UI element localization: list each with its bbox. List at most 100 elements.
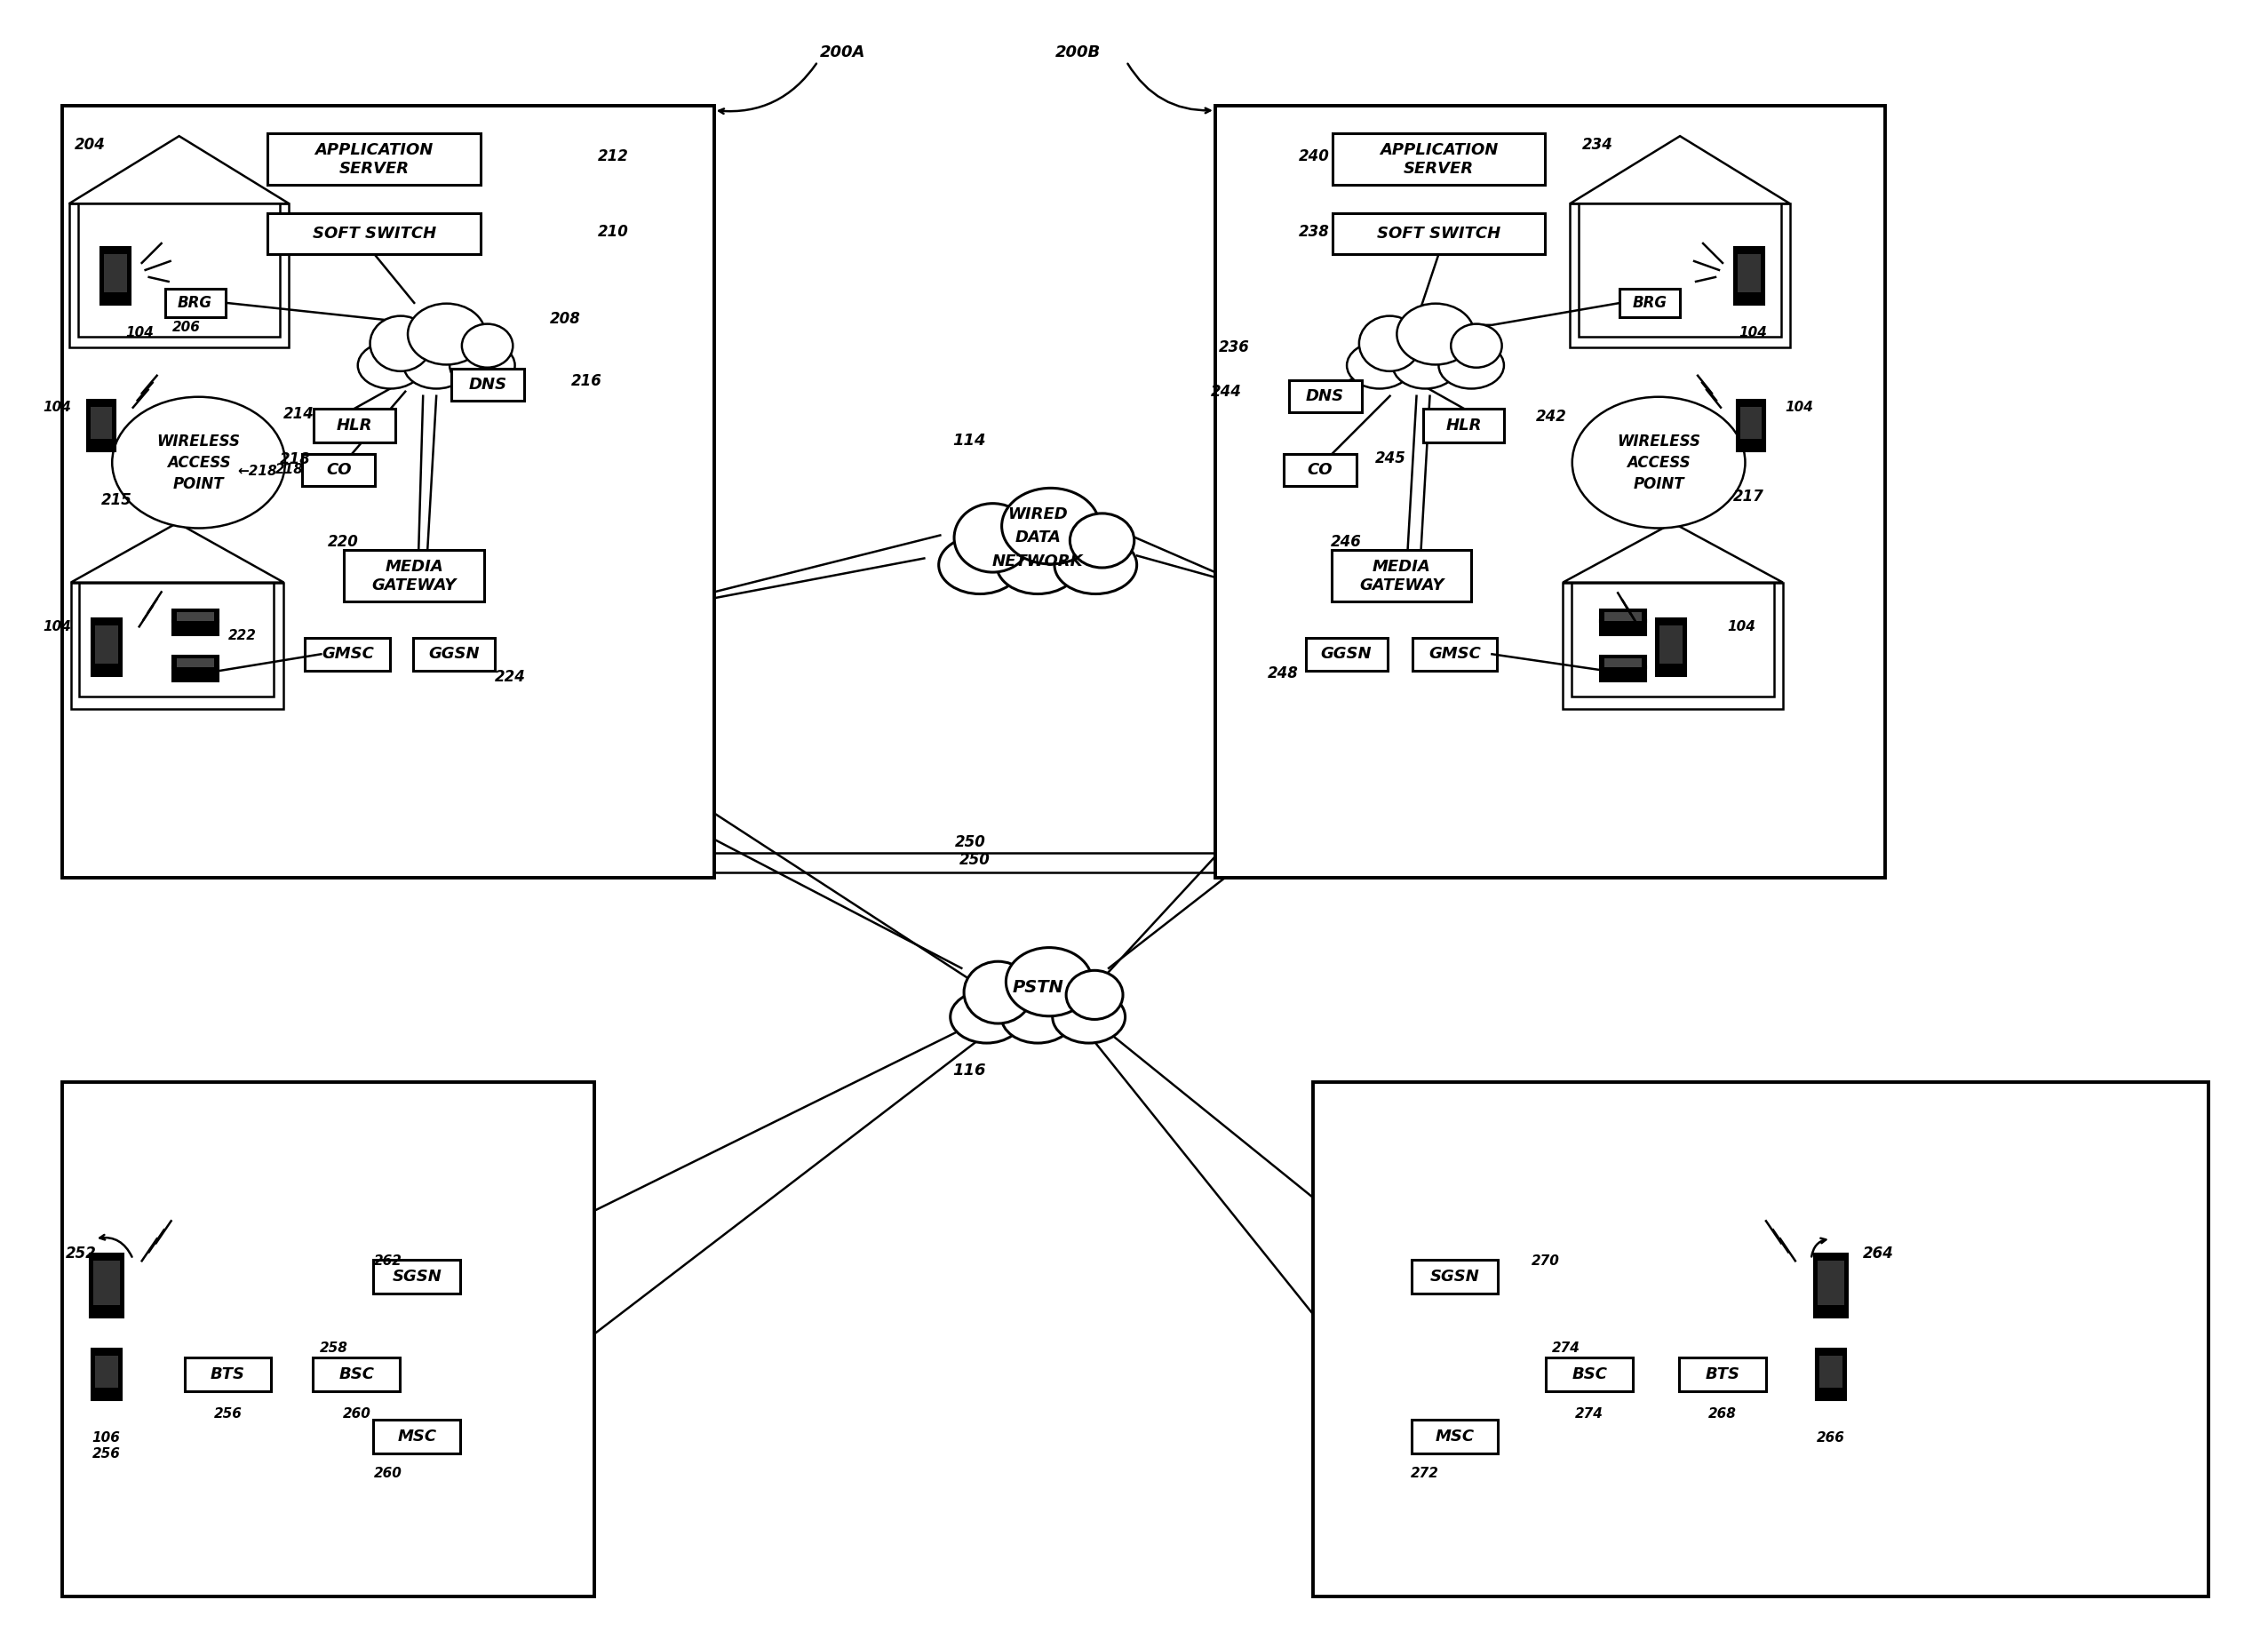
Text: 212: 212 <box>599 148 628 165</box>
Bar <box>1601 666 1647 681</box>
Text: HLR: HLR <box>336 417 372 433</box>
Text: 258: 258 <box>320 1341 347 1355</box>
Text: GGSN: GGSN <box>1320 646 1372 662</box>
Text: SGSN: SGSN <box>1429 1269 1479 1285</box>
Text: POINT: POINT <box>1633 476 1685 491</box>
Bar <box>1331 550 1472 602</box>
Bar <box>172 656 218 669</box>
Text: 104: 104 <box>43 620 70 633</box>
Polygon shape <box>70 522 284 582</box>
Ellipse shape <box>1393 343 1458 389</box>
Text: BSC: BSC <box>1572 1366 1608 1383</box>
Bar <box>91 618 122 676</box>
Ellipse shape <box>964 961 1032 1023</box>
Text: 260: 260 <box>374 1467 404 1480</box>
Text: CO: CO <box>327 461 352 478</box>
Bar <box>177 658 213 667</box>
Ellipse shape <box>1070 514 1134 567</box>
Text: ACCESS: ACCESS <box>1626 455 1690 471</box>
Text: WIRELESS: WIRELESS <box>1617 433 1701 450</box>
Ellipse shape <box>1347 343 1413 389</box>
Text: SGSN: SGSN <box>392 1269 442 1285</box>
Text: 214: 214 <box>284 405 313 422</box>
Text: 222: 222 <box>227 630 256 643</box>
Ellipse shape <box>404 343 469 389</box>
Text: BRG: BRG <box>1633 295 1667 311</box>
Bar <box>1331 133 1545 185</box>
Ellipse shape <box>1438 343 1504 389</box>
Bar <box>1569 204 1789 348</box>
Text: 260: 260 <box>342 1407 370 1421</box>
Text: 224: 224 <box>494 669 526 686</box>
Text: POINT: POINT <box>172 476 225 491</box>
Bar <box>61 1081 594 1597</box>
Bar <box>1737 399 1765 452</box>
Ellipse shape <box>463 325 513 368</box>
Text: APPLICATION
SERVER: APPLICATION SERVER <box>315 142 433 176</box>
Text: 114: 114 <box>953 432 987 448</box>
Ellipse shape <box>955 503 1032 572</box>
Ellipse shape <box>1007 948 1093 1017</box>
Bar <box>100 247 129 305</box>
Polygon shape <box>1563 522 1783 582</box>
Text: 268: 268 <box>1708 1407 1737 1421</box>
Text: 256: 256 <box>93 1447 120 1460</box>
Text: 206: 206 <box>172 321 200 335</box>
Bar <box>77 203 281 336</box>
Bar <box>1413 638 1497 671</box>
Ellipse shape <box>358 343 424 389</box>
Text: 270: 270 <box>1531 1254 1560 1267</box>
Text: 104: 104 <box>1726 620 1755 633</box>
Bar <box>1331 213 1545 254</box>
Bar <box>1306 638 1388 671</box>
Text: GMSC: GMSC <box>1429 646 1481 662</box>
Bar <box>86 399 116 452</box>
Text: APPLICATION
SERVER: APPLICATION SERVER <box>1379 142 1497 176</box>
Text: MSC: MSC <box>1436 1429 1474 1445</box>
Ellipse shape <box>950 990 1023 1043</box>
Text: 250: 250 <box>959 852 991 868</box>
Ellipse shape <box>408 303 485 364</box>
Text: DATA: DATA <box>1014 531 1061 545</box>
Text: BTS: BTS <box>211 1366 245 1383</box>
Bar <box>1579 203 1780 336</box>
Bar <box>1814 1254 1848 1318</box>
Text: 245: 245 <box>1374 450 1406 466</box>
Text: PSTN: PSTN <box>1012 979 1064 995</box>
Bar <box>91 1348 122 1401</box>
Text: 236: 236 <box>1218 339 1250 356</box>
Bar <box>1619 288 1681 316</box>
Bar <box>1817 1261 1844 1305</box>
Text: 264: 264 <box>1862 1246 1894 1262</box>
Bar <box>1740 407 1762 438</box>
Ellipse shape <box>1055 536 1136 593</box>
Text: 210: 210 <box>599 224 628 241</box>
Text: HLR: HLR <box>1445 417 1481 433</box>
Bar <box>413 638 494 671</box>
Text: 272: 272 <box>1411 1467 1438 1480</box>
Text: NETWORK: NETWORK <box>991 554 1084 570</box>
Text: 104: 104 <box>43 400 70 414</box>
Bar <box>1603 611 1642 621</box>
Bar <box>1737 254 1760 293</box>
Text: 204: 204 <box>75 137 104 153</box>
Text: 106: 106 <box>93 1432 120 1445</box>
Bar <box>1735 247 1765 305</box>
Text: GMSC: GMSC <box>322 646 374 662</box>
Ellipse shape <box>1002 488 1100 564</box>
Bar <box>1563 582 1783 709</box>
Text: 217: 217 <box>1733 488 1765 504</box>
Text: 246: 246 <box>1331 534 1361 550</box>
Text: WIRED: WIRED <box>1007 506 1068 522</box>
Bar <box>1411 1261 1499 1294</box>
Polygon shape <box>68 137 288 204</box>
Bar <box>374 1261 460 1294</box>
Bar <box>88 1254 122 1318</box>
Bar <box>91 407 111 438</box>
Text: GGSN: GGSN <box>429 646 481 662</box>
Text: 274: 274 <box>1551 1341 1581 1355</box>
Text: MEDIA
GATEWAY: MEDIA GATEWAY <box>372 559 456 593</box>
Bar <box>1288 381 1361 412</box>
Bar <box>1603 658 1642 667</box>
Bar <box>1601 620 1647 636</box>
